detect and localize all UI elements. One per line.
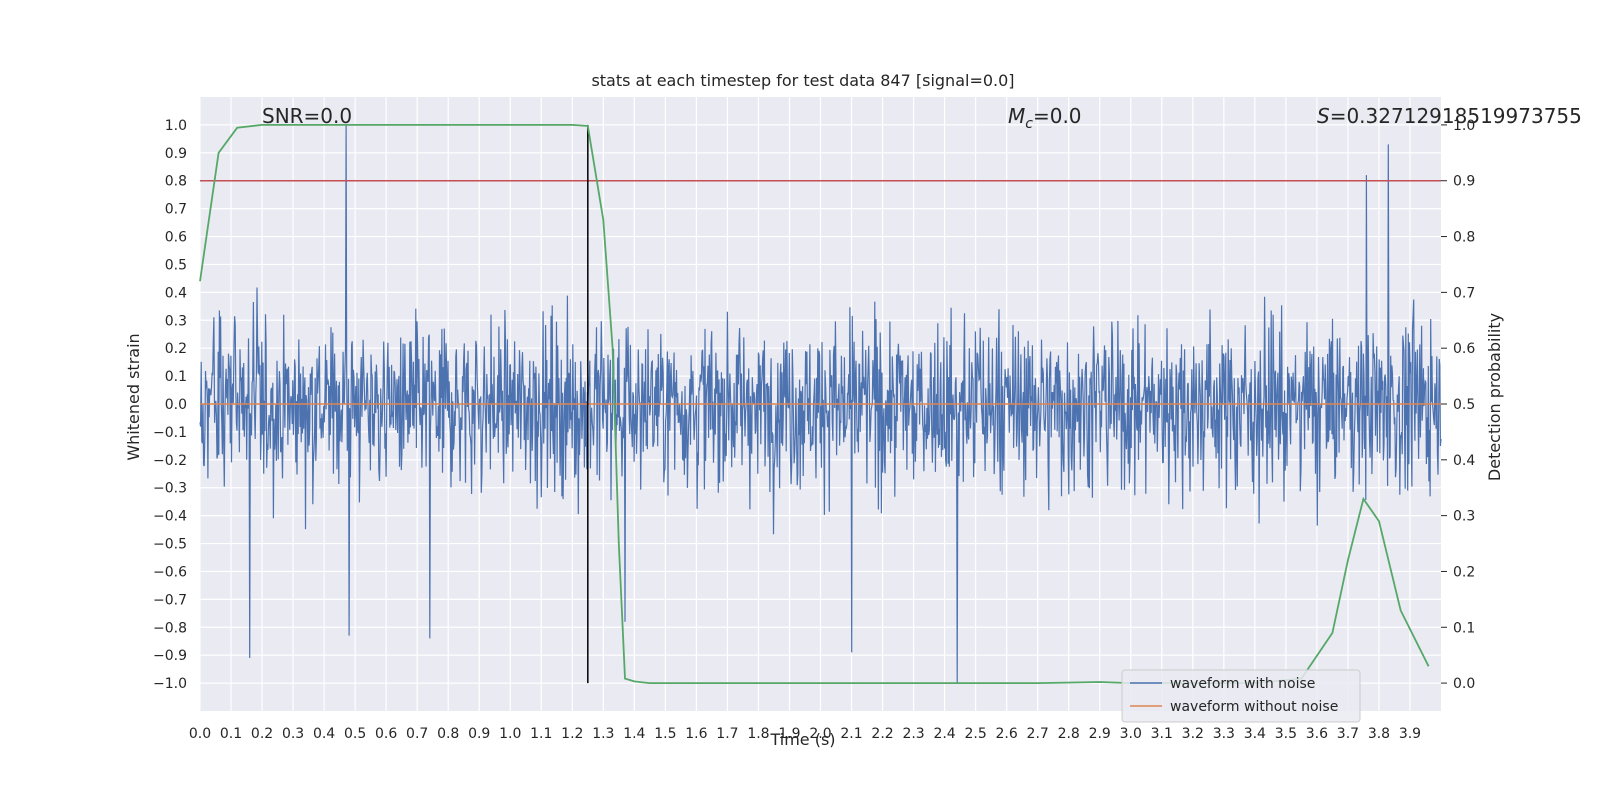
y-left-tick-label: −0.7	[153, 592, 187, 608]
y-left-tick-label: −0.9	[153, 648, 187, 664]
x-tick-label: 0.3	[282, 726, 304, 742]
x-tick-label: 1.3	[592, 726, 614, 742]
x-tick-label: 3.5	[1275, 726, 1297, 742]
y-right-tick-label: 0.3	[1453, 509, 1475, 525]
y-left-tick-label: −0.5	[153, 537, 187, 553]
x-tick-label: 1.7	[716, 726, 738, 742]
y-right-tick-label: 0.2	[1453, 564, 1475, 580]
y-left-tick-label: −0.1	[153, 425, 187, 441]
x-tick-label: 3.8	[1368, 726, 1390, 742]
y-axis-left-label: Whitened strain	[124, 333, 143, 460]
legend-label-clean: waveform without noise	[1170, 699, 1338, 715]
x-tick-label: 3.6	[1306, 726, 1328, 742]
x-tick-label: 0.4	[313, 726, 335, 742]
legend-label-noise: waveform with noise	[1170, 676, 1315, 692]
y-right-tick-label: 0.5	[1453, 397, 1475, 413]
x-tick-label: 0.8	[437, 726, 459, 742]
y-right-tick-label: 0.9	[1453, 174, 1475, 190]
s-annotation: S=0.32712918519973755	[1317, 104, 1582, 128]
x-tick-label: 3.4	[1244, 726, 1266, 742]
x-tick-label: 1.8	[747, 726, 769, 742]
y-left-tick-label: 0.5	[165, 257, 187, 273]
y-left-tick-label: 1.0	[165, 118, 187, 134]
y-axis-left-ticks: 1.0 0.9 0.8 0.7 0.6 0.5 0.4 0.3 0.2 0.1 0.0 −0.1 −0.…	[153, 118, 187, 692]
y-left-tick-label: 0.9	[165, 146, 187, 162]
y-left-tick-label: −0.2	[153, 453, 187, 469]
y-axis-right-ticks: 1.0 0.9 0.8 0.7 0.6 0.5 0.4 0.3 0.2 0.1 0.0	[1441, 118, 1475, 692]
y-left-tick-label: −1.0	[153, 676, 187, 692]
waveform-with-noise-path	[199, 124, 1442, 684]
x-tick-label: 0.5	[344, 726, 366, 742]
x-tick-label: 3.7	[1337, 726, 1359, 742]
y-left-tick-label: 0.7	[165, 202, 187, 218]
x-tick-label: 2.7	[1027, 726, 1049, 742]
lines	[199, 124, 1441, 684]
y-left-tick-label: 0.1	[165, 369, 187, 385]
x-tick-label: 2.3	[902, 726, 924, 742]
x-tick-label: 1.2	[561, 726, 583, 742]
x-tick-label: 2.5	[964, 726, 986, 742]
snr-annotation: SNR=0.0	[262, 104, 352, 128]
x-tick-label: 1.0	[499, 726, 521, 742]
y-right-tick-label: 0.8	[1453, 230, 1475, 246]
y-left-tick-label: 0.6	[165, 230, 187, 246]
y-left-tick-label: 0.3	[165, 313, 187, 329]
x-axis-ticks: 0.0 0.1 0.2 0.3 0.4 0.5 0.6 0.7 0.8 0.9 1.0 1.1 1.2 1…	[189, 726, 1421, 742]
x-tick-label: 2.6	[996, 726, 1018, 742]
y-axis-right-label: Detection probability	[1485, 313, 1504, 481]
detection-probability-line	[199, 124, 1430, 684]
x-tick-label: 0.6	[375, 726, 397, 742]
x-tick-label: 1.9	[778, 726, 800, 742]
y-right-tick-label: 0.0	[1453, 676, 1475, 692]
y-left-tick-label: −0.4	[153, 509, 187, 525]
x-tick-label: 0.0	[189, 726, 211, 742]
x-tick-label: 0.2	[251, 726, 273, 742]
x-tick-label: 3.2	[1182, 726, 1204, 742]
y-right-tick-label: 0.7	[1453, 285, 1475, 301]
legend: waveform with noise waveform without noi…	[1121, 669, 1361, 723]
x-tick-label: 1.5	[654, 726, 676, 742]
x-tick-label: 2.8	[1058, 726, 1080, 742]
y-right-tick-label: 0.1	[1453, 620, 1475, 636]
x-axis-label: Time (s)	[769, 730, 835, 749]
y-left-tick-label: −0.6	[153, 564, 187, 580]
x-tick-label: 0.9	[468, 726, 490, 742]
x-tick-label: 2.2	[871, 726, 893, 742]
x-tick-label: 3.3	[1213, 726, 1235, 742]
y-right-tick-label: 0.4	[1453, 453, 1475, 469]
y-left-tick-label: 0.0	[165, 397, 187, 413]
waveform-with-noise-line	[199, 124, 1442, 684]
x-tick-label: 2.0	[809, 726, 831, 742]
legend-box	[1121, 669, 1361, 723]
x-tick-label: 0.1	[220, 726, 242, 742]
y-right-tick-label: 1.0	[1453, 118, 1475, 134]
mc-annotation: Mc=0.0	[1008, 104, 1082, 132]
y-left-tick-label: −0.3	[153, 481, 187, 497]
x-tick-label: 2.1	[840, 726, 862, 742]
x-tick-label: 1.6	[685, 726, 707, 742]
x-tick-label: 0.7	[406, 726, 428, 742]
x-tick-label: 3.9	[1399, 726, 1421, 742]
y-left-tick-label: 0.4	[165, 285, 187, 301]
y-left-tick-label: −0.8	[153, 620, 187, 636]
x-tick-label: 2.4	[933, 726, 955, 742]
y-left-tick-label: 0.8	[165, 174, 187, 190]
x-tick-label: 1.1	[530, 726, 552, 742]
x-tick-label: 3.0	[1120, 726, 1142, 742]
y-right-tick-label: 0.6	[1453, 341, 1475, 357]
x-tick-label: 3.1	[1151, 726, 1173, 742]
x-tick-label: 1.4	[623, 726, 645, 742]
y-left-tick-label: 0.2	[165, 341, 187, 357]
x-tick-label: 2.9	[1089, 726, 1111, 742]
chart-title: stats at each timestep for test data 847…	[591, 71, 1014, 90]
